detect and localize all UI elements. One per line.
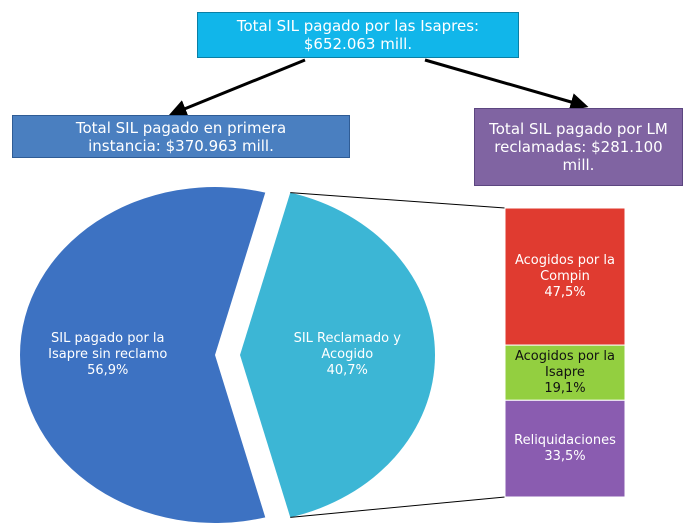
right-box: Total SIL pagado por LM reclamadas: $281… xyxy=(474,108,683,186)
bar-label: Reliquidaciones 33,5% xyxy=(508,433,622,465)
pie-slice xyxy=(19,187,266,523)
bar-segment xyxy=(504,344,626,401)
pie-label-line: SIL pagado por la Isapre sin reclamo xyxy=(48,331,168,362)
pie-label: SIL Reclamado y Acogido 40,7% xyxy=(272,331,422,379)
pie-label-line: SIL Reclamado y Acogido xyxy=(293,331,401,362)
bar-label: Acogidos por la Compin 47,5% xyxy=(508,253,622,301)
bar-label-line: 47,5% xyxy=(544,284,586,300)
bar-segment xyxy=(504,399,626,498)
bar-label: Acogidos por la Isapre 19,1% xyxy=(508,349,622,397)
connector xyxy=(290,496,506,518)
arrow xyxy=(424,58,589,111)
bar-label-line: 33,5% xyxy=(544,448,586,464)
pie-label-line: 56,9% xyxy=(87,363,129,378)
pie-slice xyxy=(240,192,435,518)
bar-label-line: Reliquidaciones xyxy=(514,432,616,448)
bar-label-line: 19,1% xyxy=(544,380,586,396)
bar-segment xyxy=(504,207,626,346)
pie-label: SIL pagado por la Isapre sin reclamo 56,9… xyxy=(33,331,183,379)
connector xyxy=(290,192,506,209)
pie-label-line: 40,7% xyxy=(326,363,368,378)
left-box: Total SIL pagado en primera instancia: $… xyxy=(12,115,350,158)
arrow xyxy=(168,58,306,117)
bar-label-line: Acogidos por la Isapre xyxy=(514,348,615,380)
top-box: Total SIL pagado por las Isapres: $652.0… xyxy=(197,12,519,58)
bar-label-line: Acogidos por la Compin xyxy=(514,252,615,284)
